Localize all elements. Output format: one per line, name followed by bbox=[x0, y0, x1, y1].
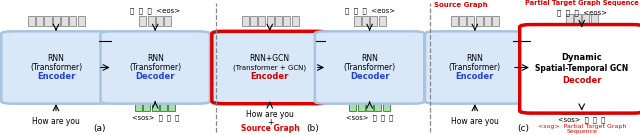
FancyBboxPatch shape bbox=[267, 16, 274, 26]
FancyBboxPatch shape bbox=[570, 105, 577, 114]
FancyBboxPatch shape bbox=[259, 16, 266, 26]
FancyBboxPatch shape bbox=[574, 14, 581, 23]
FancyBboxPatch shape bbox=[459, 16, 466, 26]
FancyBboxPatch shape bbox=[44, 16, 51, 26]
FancyBboxPatch shape bbox=[212, 31, 328, 104]
Text: Decoder: Decoder bbox=[136, 72, 175, 81]
Text: (a): (a) bbox=[93, 124, 106, 133]
Text: Encoder: Encoder bbox=[37, 72, 75, 81]
Text: How are you: How are you bbox=[451, 117, 499, 126]
FancyBboxPatch shape bbox=[156, 16, 163, 26]
Text: (Transformer): (Transformer) bbox=[30, 63, 82, 72]
FancyBboxPatch shape bbox=[250, 16, 257, 26]
Text: <sos>  你  好  吗: <sos> 你 好 吗 bbox=[558, 117, 605, 123]
Text: (Transformer): (Transformer) bbox=[449, 63, 501, 72]
Text: 你  好  吗  <eos>: 你 好 吗 <eos> bbox=[130, 8, 180, 14]
FancyBboxPatch shape bbox=[292, 16, 298, 26]
Text: RNN: RNN bbox=[467, 54, 483, 63]
Text: (c): (c) bbox=[518, 124, 529, 133]
FancyBboxPatch shape bbox=[160, 102, 167, 111]
Text: RNN: RNN bbox=[47, 54, 65, 63]
Text: <sos>  你  好  吗: <sos> 你 好 吗 bbox=[346, 115, 393, 121]
FancyBboxPatch shape bbox=[370, 16, 378, 26]
Text: RNN: RNN bbox=[361, 54, 378, 63]
FancyBboxPatch shape bbox=[315, 31, 424, 104]
Text: Encoder: Encoder bbox=[456, 72, 494, 81]
FancyBboxPatch shape bbox=[579, 105, 586, 114]
FancyBboxPatch shape bbox=[61, 16, 68, 26]
FancyBboxPatch shape bbox=[366, 102, 373, 111]
Text: (Transformer): (Transformer) bbox=[129, 63, 181, 72]
FancyBboxPatch shape bbox=[467, 16, 474, 26]
FancyBboxPatch shape bbox=[78, 16, 85, 26]
FancyBboxPatch shape bbox=[140, 16, 147, 26]
FancyBboxPatch shape bbox=[582, 14, 589, 23]
FancyBboxPatch shape bbox=[595, 105, 602, 114]
Text: 你  好  吗  <eos>: 你 好 吗 <eos> bbox=[557, 10, 607, 16]
Text: +: + bbox=[267, 118, 273, 127]
FancyBboxPatch shape bbox=[383, 102, 390, 111]
Text: <sos>  你  好  吗: <sos> 你 好 吗 bbox=[132, 115, 179, 121]
FancyBboxPatch shape bbox=[36, 16, 43, 26]
Text: Decoder: Decoder bbox=[350, 72, 389, 81]
FancyBboxPatch shape bbox=[164, 16, 172, 26]
FancyBboxPatch shape bbox=[275, 16, 282, 26]
Text: <sog>  Partial Target Graph: <sog> Partial Target Graph bbox=[538, 124, 626, 129]
Text: How are you: How are you bbox=[33, 117, 80, 126]
FancyBboxPatch shape bbox=[135, 102, 142, 111]
FancyBboxPatch shape bbox=[484, 16, 491, 26]
FancyBboxPatch shape bbox=[520, 25, 640, 113]
Text: How are you: How are you bbox=[246, 110, 294, 119]
Text: (b): (b) bbox=[306, 124, 319, 133]
FancyBboxPatch shape bbox=[168, 102, 175, 111]
FancyBboxPatch shape bbox=[358, 102, 365, 111]
Text: RNN+GCN: RNN+GCN bbox=[250, 54, 290, 63]
FancyBboxPatch shape bbox=[100, 31, 210, 104]
Text: RNN: RNN bbox=[147, 54, 164, 63]
Text: Spatial-Temporal GCN: Spatial-Temporal GCN bbox=[535, 64, 628, 73]
Text: Source Graph: Source Graph bbox=[434, 2, 488, 8]
Text: Decoder: Decoder bbox=[562, 76, 602, 85]
FancyBboxPatch shape bbox=[476, 16, 483, 26]
FancyBboxPatch shape bbox=[143, 102, 150, 111]
FancyBboxPatch shape bbox=[451, 16, 458, 26]
FancyBboxPatch shape bbox=[492, 16, 499, 26]
FancyBboxPatch shape bbox=[587, 105, 594, 114]
FancyBboxPatch shape bbox=[425, 31, 525, 104]
Text: Sequence: Sequence bbox=[566, 129, 597, 134]
FancyBboxPatch shape bbox=[562, 105, 569, 114]
Text: Encoder: Encoder bbox=[251, 72, 289, 81]
FancyBboxPatch shape bbox=[152, 102, 159, 111]
FancyBboxPatch shape bbox=[566, 14, 573, 23]
Text: Dynamic: Dynamic bbox=[561, 53, 602, 62]
FancyBboxPatch shape bbox=[379, 16, 385, 26]
FancyBboxPatch shape bbox=[242, 16, 249, 26]
Text: Source Graph: Source Graph bbox=[241, 124, 300, 133]
FancyBboxPatch shape bbox=[52, 16, 60, 26]
FancyBboxPatch shape bbox=[148, 16, 155, 26]
FancyBboxPatch shape bbox=[349, 102, 356, 111]
Text: (Transformer + GCN): (Transformer + GCN) bbox=[233, 64, 307, 71]
Text: Partial Target Graph Sequence: Partial Target Graph Sequence bbox=[525, 0, 639, 6]
Text: (Transformer): (Transformer) bbox=[344, 63, 396, 72]
FancyBboxPatch shape bbox=[374, 102, 381, 111]
FancyBboxPatch shape bbox=[591, 14, 598, 23]
FancyBboxPatch shape bbox=[283, 16, 291, 26]
FancyBboxPatch shape bbox=[362, 16, 369, 26]
Text: 你  好  吗  <eos>: 你 好 吗 <eos> bbox=[344, 8, 395, 14]
FancyBboxPatch shape bbox=[354, 16, 361, 26]
FancyBboxPatch shape bbox=[1, 31, 111, 104]
FancyBboxPatch shape bbox=[69, 16, 77, 26]
FancyBboxPatch shape bbox=[28, 16, 35, 26]
